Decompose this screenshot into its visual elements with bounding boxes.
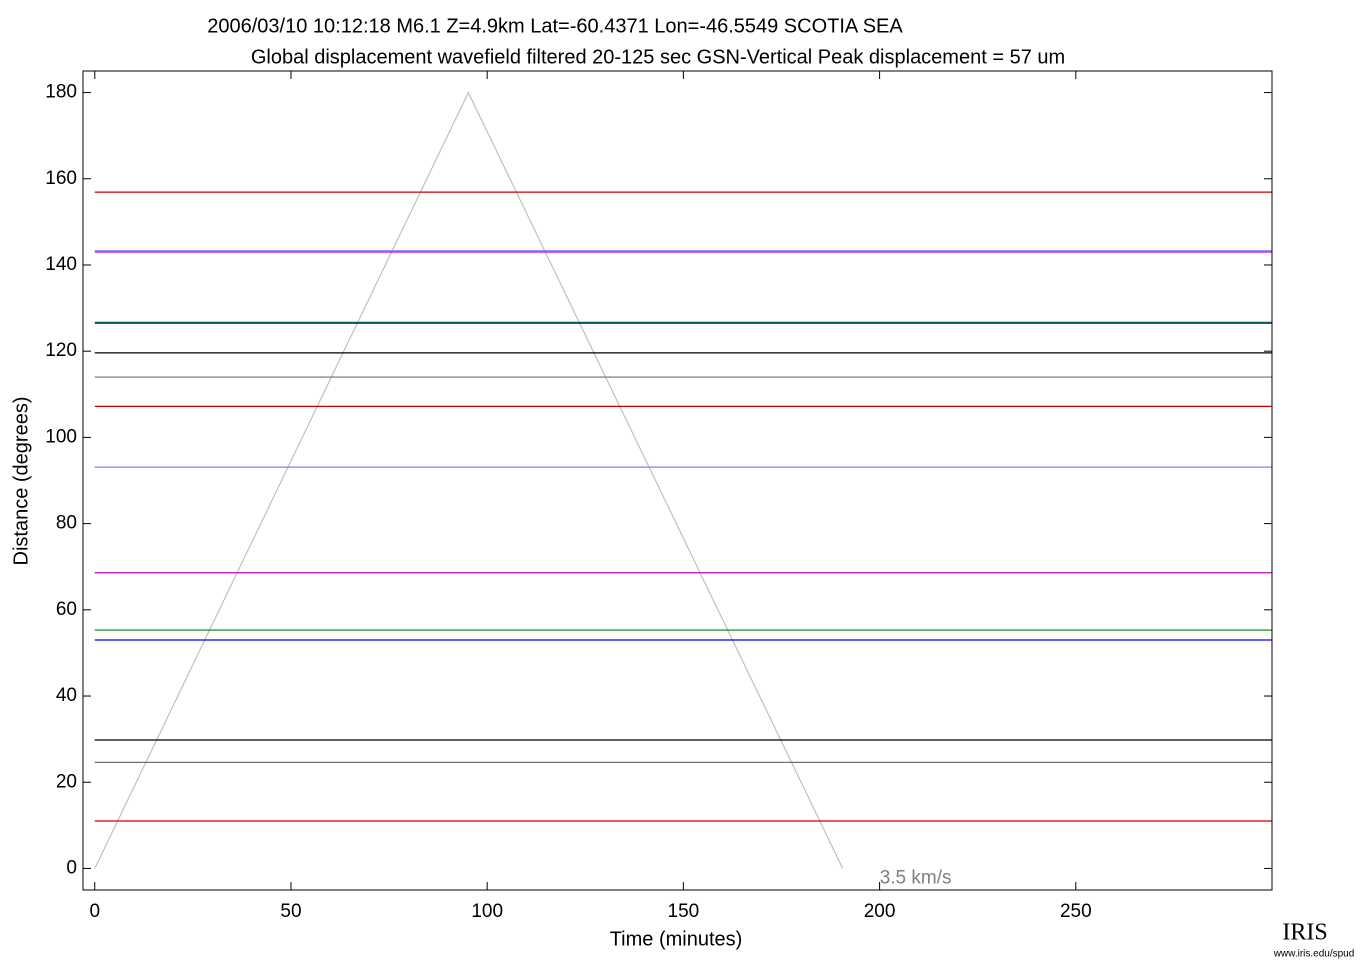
logo-url: www.iris.edu/spud: [1273, 949, 1355, 960]
y-tick-label: 160: [45, 168, 77, 189]
plot-frame: [82, 70, 1273, 891]
y-tick-label: 120: [45, 340, 77, 361]
x-tick-label: 200: [864, 901, 896, 922]
y-tick-label: 0: [66, 857, 77, 878]
x-tick-label: 100: [471, 901, 503, 922]
y-tick-label: 40: [56, 685, 77, 706]
y-axis-label: Distance (degrees): [10, 397, 32, 566]
y-tick-label: 80: [56, 513, 77, 534]
chart-subtitle: Global displacement wavefield filtered 2…: [251, 46, 1065, 68]
y-tick-label: 60: [56, 599, 77, 620]
x-tick-label: 150: [668, 901, 700, 922]
y-tick-label: 180: [45, 82, 77, 103]
y-tick-label: 140: [45, 254, 77, 275]
x-axis-label: Time (minutes): [610, 928, 743, 950]
y-tick-label: 100: [45, 426, 77, 447]
x-tick-label: 250: [1060, 901, 1092, 922]
velocity-line: [94, 91, 844, 869]
logo-name: IRIS: [1282, 920, 1327, 946]
y-tick-label: 20: [56, 771, 77, 792]
velocity-label: 3.5 km/s: [880, 867, 952, 888]
chart-title: 2006/03/10 10:12:18 M6.1 Z=4.9km Lat=-60…: [207, 15, 903, 37]
x-tick-label: 0: [89, 901, 100, 922]
x-tick-label: 50: [280, 901, 301, 922]
